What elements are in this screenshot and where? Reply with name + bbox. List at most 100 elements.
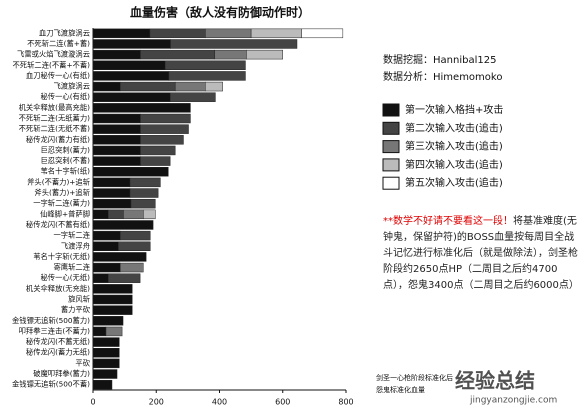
bar-segment (143, 209, 156, 220)
bar-segment (169, 92, 216, 102)
y-tick-label: 秘传一心(有纸) (41, 92, 91, 101)
y-tick-label: 寄鹰斩二连 (54, 263, 91, 272)
y-tick-label: 斧头(蓄力)+追斩 (34, 188, 90, 197)
legend-swatch (382, 103, 400, 117)
y-tick-label: 金钱镖无追斩(500蓄力) (12, 316, 90, 325)
y-tick-label: 不死斩二连(无纸蓄力) (19, 114, 91, 123)
y-tick-label: 一字斩二连(蓄力) (33, 199, 90, 208)
y-tick-label: 机关伞释放(无充能) (26, 284, 90, 293)
bar-segment (174, 81, 206, 92)
y-tick-label: 机关伞释放(最高充能) (19, 103, 91, 112)
bar-segment (107, 209, 124, 220)
y-tick-label: 叩拜拳三连击(不蓄力) (19, 326, 91, 335)
y-tick-label: 秘传龙闪(蓄力无纸) (26, 348, 90, 357)
y-tick-label: 不死斩二连(不蓄+不蓄) (13, 60, 91, 69)
note: **数学不好请不要看这一段！将基准难度(无钟鬼，保留护符)的BOSS血量按每周目… (383, 214, 579, 294)
watermark-url: jingyanzongjie.com (469, 396, 557, 406)
bar-segment (205, 81, 223, 92)
bar-segment (92, 92, 171, 102)
bar-segment (92, 198, 132, 209)
bar-segment (92, 284, 133, 294)
bar-segment (107, 273, 141, 283)
bar-segment (92, 113, 141, 124)
y-tick-label: 巨忍突刺(蓄力) (41, 145, 91, 154)
y-tick-label: 不死斩二连(蓄+蓄) (27, 39, 90, 48)
bar-segment (119, 262, 144, 273)
x-tick-label: 800 (338, 398, 353, 407)
legend-label: 第五次输入攻击(追击) (405, 176, 503, 189)
y-tick-label: 斧头(不蓄力)+追斩 (27, 177, 90, 186)
bar-segment (140, 49, 216, 60)
bar-segment (92, 28, 151, 39)
y-tick-label: 不死斩二连(无纸不蓄) (19, 124, 91, 133)
bar-segment (92, 316, 124, 326)
legend-label: 第三次输入攻击(追击) (405, 140, 503, 153)
bar-segment (92, 220, 154, 230)
bar-segment (170, 39, 298, 49)
bar-segment (119, 81, 176, 92)
bar-segment (92, 103, 191, 113)
bar-segment (246, 49, 284, 60)
bar-segment (92, 369, 118, 379)
bar-segment (92, 209, 109, 220)
bar-segment (92, 135, 141, 145)
footnote: 怨鬼标准化血量 (376, 385, 425, 394)
bar-segment (129, 177, 161, 188)
y-tick-label: 飞雷或火焰飞渡漩涡云 (17, 50, 90, 59)
y-tick-label: 破魔叩拜拳(蓄力) (33, 369, 90, 378)
bar-segment (92, 230, 121, 241)
y-tick-label: 旋风斩 (68, 295, 90, 304)
bar-segment (92, 145, 141, 156)
y-tick-label: 血刀飞渡旋涡云 (39, 28, 90, 37)
bar-segment (92, 273, 109, 283)
legend-swatch (382, 176, 400, 190)
bar-segment (123, 209, 144, 220)
bar-segment (92, 379, 113, 390)
bar-segment (92, 337, 120, 347)
y-tick-label: 飞渡浮舟 (61, 241, 90, 250)
bar-segment (92, 294, 133, 305)
y-tick-label: 金钱镖无追斩(500不蓄) (12, 380, 90, 389)
chart-title: 血量伤害（敌人没有防御动作时） (130, 5, 310, 20)
bar-segment (92, 241, 119, 251)
y-tick-label: 秘传龙闪(不蓄有纸) (26, 220, 90, 229)
bar-segment (92, 71, 170, 81)
legend-swatch (382, 140, 400, 154)
bar-segment (92, 49, 141, 60)
bar-segment (168, 71, 246, 81)
note-text: 将基准难度(无钟鬼，保留护符)的BOSS血量按每周目全战斗记忆进行标准化后（就是… (383, 216, 579, 291)
bar-segment (92, 326, 107, 337)
legend-label: 第二次输入攻击(追击) (405, 121, 503, 134)
bar-segment (119, 230, 151, 241)
bar-segment (118, 241, 151, 251)
y-tick-label: 飞渡旋涡云 (54, 82, 90, 91)
bar-segment (105, 326, 123, 337)
bar-segment (92, 262, 121, 273)
bar-segment (140, 135, 184, 145)
x-tick-label: 400 (212, 398, 227, 407)
bar-segment (250, 28, 302, 39)
bar-segment (92, 348, 120, 358)
x-tick-label: 0 (90, 398, 95, 407)
bar-segment (92, 124, 141, 134)
bar-segment (214, 49, 247, 60)
x-tick-label: 200 (149, 398, 164, 407)
legend-swatch (382, 121, 400, 135)
bar-segment (92, 167, 169, 177)
y-tick-label: 平砍 (75, 358, 90, 367)
bar-segment (140, 145, 176, 156)
y-tick-label: 一字斩二连 (54, 231, 91, 240)
bar-segment (92, 358, 120, 369)
legend-swatch (382, 158, 400, 172)
bar-segment (92, 305, 133, 315)
legend-label: 第一次输入格挡+攻击 (405, 103, 503, 116)
y-tick-label: 秘传龙闪(蓄力有纸) (26, 135, 90, 144)
footnote: 剑圣一心枪阶段标准化后 (376, 373, 453, 382)
bar-segment (130, 198, 156, 209)
y-tick-label: 苇名十字斩(纸) (41, 167, 91, 176)
bar-segment (92, 39, 171, 49)
bar-segment (164, 60, 246, 70)
y-tick-label: 蓄力平砍 (61, 305, 91, 314)
y-tick-label: 血刀秘传一心(有纸) (26, 71, 90, 80)
